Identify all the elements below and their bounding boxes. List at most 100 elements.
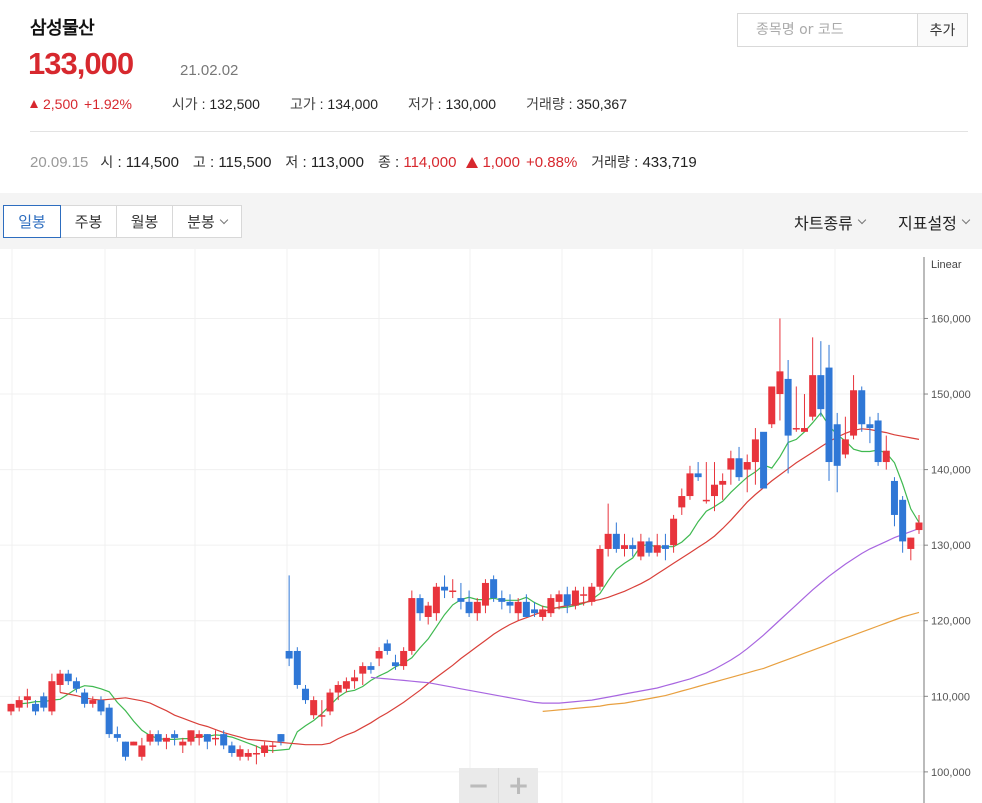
candle-body (48, 681, 56, 712)
candle-body (400, 650, 408, 667)
candle-body (318, 715, 326, 717)
tab-minute[interactable]: 분봉 (172, 205, 242, 238)
candle-body (866, 424, 874, 429)
candle-body (490, 579, 498, 599)
tab-minute-label: 분봉 (187, 213, 215, 231)
y-tick-label: 160,000 (931, 313, 971, 325)
current-price: 133,000 (28, 46, 134, 81)
candle-body (915, 522, 923, 531)
hover-date: 20.09.15 (30, 153, 89, 171)
tab-weekly[interactable]: 주봉 (60, 205, 117, 238)
candles (7, 318, 923, 765)
tab-monthly-label: 월봉 (130, 213, 159, 231)
candle-body (351, 677, 359, 682)
price-summary: 2,500 +1.92% 시가 : 132,500 고가 : 134,000 저… (30, 94, 627, 114)
candlestick-chart[interactable]: 160,000 150,000 140,000 130,000 120,000 110,0… (0, 249, 982, 803)
candle-body (784, 378, 792, 436)
add-button[interactable]: 추가 (917, 14, 967, 46)
candle-body (686, 473, 694, 497)
candle-body (621, 545, 629, 549)
moving-average-lines (19, 411, 920, 752)
candle-body (637, 541, 645, 557)
candle-body (727, 458, 735, 470)
candle-body (817, 375, 825, 410)
candle-body (7, 703, 15, 712)
stock-name: 삼성물산 (30, 18, 95, 39)
chevron-down-icon (857, 215, 867, 224)
tab-weekly-label: 주봉 (74, 213, 103, 231)
candle-body (768, 386, 776, 425)
candle-body (326, 692, 334, 712)
candle-body (882, 450, 890, 463)
candle-body (424, 605, 432, 617)
candle-body (252, 752, 260, 755)
tab-monthly[interactable]: 월봉 (116, 205, 173, 238)
y-tick-label: 110,000 (931, 691, 970, 703)
zoom-controls: − + (459, 768, 538, 803)
candle-body (375, 650, 383, 659)
candle-body (661, 545, 669, 549)
candle-body (539, 609, 547, 617)
hover-open-label: 시 (100, 155, 114, 171)
candle-body (56, 673, 64, 685)
price-date: 21.02.02 (180, 62, 239, 79)
candle-body (72, 681, 80, 689)
candle-body (441, 586, 449, 591)
indicator-label: 지표설정 (898, 213, 957, 233)
chart-type-menu[interactable]: 차트종류 (794, 205, 867, 238)
candle-body (15, 700, 23, 708)
candle-body (236, 749, 244, 757)
hover-info: 20.09.15 시 : 114,500 고 : 115,500 저 : 113… (30, 153, 697, 172)
chevron-down-icon (961, 215, 971, 224)
candle-body (907, 537, 915, 549)
zoom-out-button[interactable]: − (467, 770, 490, 801)
stock-search: 추가 (737, 13, 968, 47)
candle-body (342, 681, 350, 689)
up-arrow-icon (30, 100, 38, 108)
candle-body (383, 643, 391, 651)
candle-body (678, 496, 686, 508)
candle-body (800, 428, 808, 432)
candle-body (293, 650, 301, 685)
indicator-menu[interactable]: 지표설정 (898, 205, 971, 238)
candle-body (122, 741, 130, 757)
candle-body (604, 533, 612, 549)
zoom-in-button[interactable]: + (498, 768, 538, 803)
candle-body (244, 752, 252, 757)
hover-open: 114,500 (125, 153, 179, 171)
candle-body (522, 601, 530, 617)
hover-high: 115,500 (218, 153, 272, 171)
candle-body (612, 533, 620, 549)
candle-body (514, 601, 522, 614)
candle-body (735, 458, 743, 478)
hover-high-label: 고 (192, 155, 206, 171)
chevron-down-icon (219, 215, 229, 224)
candle-body (138, 745, 146, 757)
candle-body (359, 666, 367, 674)
candle-body (408, 598, 416, 651)
candle-body (187, 730, 195, 742)
hover-close-label: 종 (377, 155, 391, 171)
candle-body (874, 420, 882, 463)
candle-body (195, 734, 203, 738)
tab-daily[interactable]: 일봉 (3, 205, 61, 238)
hover-volume-label: 거래량 (591, 155, 630, 171)
candle-body (105, 707, 113, 735)
candle-body (645, 541, 653, 553)
price-change: 2,500 +1.92% (30, 96, 132, 112)
hover-close: 114,000 (403, 153, 457, 171)
ma-line-ma20 (59, 428, 920, 746)
candle-body (203, 734, 211, 742)
low-label: 저가 (408, 97, 434, 113)
candle-body (146, 734, 154, 742)
candle-body (310, 700, 318, 716)
candle-body (743, 462, 751, 470)
candle-body (809, 375, 817, 417)
candle-body (154, 734, 162, 742)
search-input[interactable] (738, 14, 917, 46)
tab-daily-label: 일봉 (18, 213, 46, 231)
candle-body (629, 545, 637, 549)
candle-body (334, 684, 342, 693)
candle-body (694, 473, 702, 478)
candle-body (588, 586, 596, 602)
